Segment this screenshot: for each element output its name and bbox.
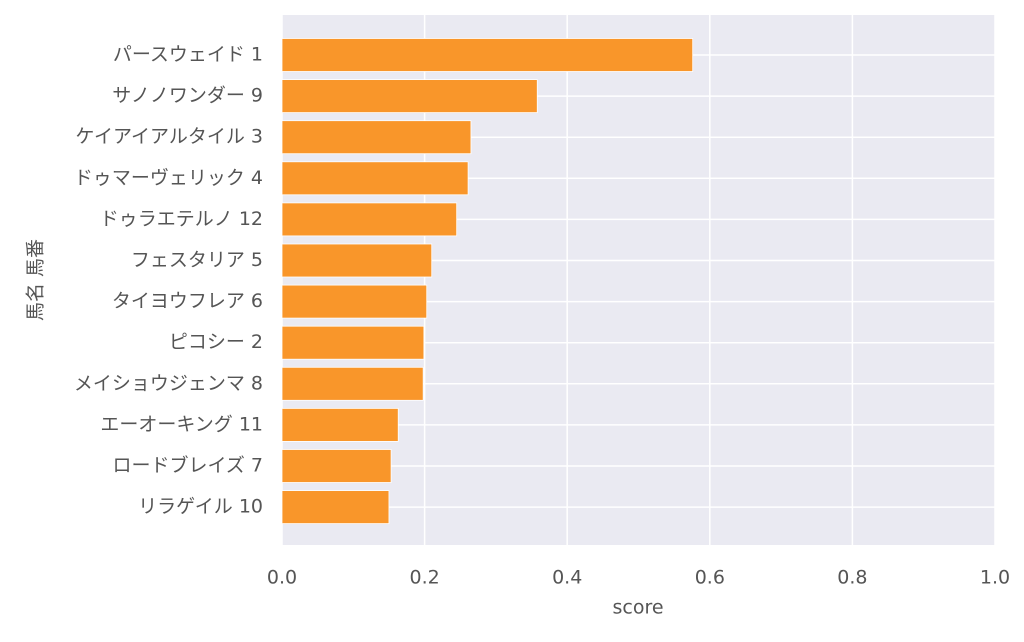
y-axis-label: 馬名 馬番 bbox=[25, 239, 47, 321]
bar bbox=[281, 449, 392, 483]
x-axis-label: score bbox=[612, 597, 663, 619]
y-tick-label: サノノワンダー 9 bbox=[112, 85, 263, 107]
y-tick-label: フェスタリア 5 bbox=[131, 249, 263, 271]
y-tick-label: ドゥラエテルノ 12 bbox=[100, 208, 263, 230]
y-tick-label: パースウェイド 1 bbox=[113, 44, 263, 66]
bar bbox=[281, 490, 390, 525]
bar bbox=[281, 325, 425, 360]
x-tick-label: 0.6 bbox=[695, 567, 725, 589]
bar bbox=[281, 38, 694, 72]
y-tick-label: ピコシー 2 bbox=[169, 331, 263, 353]
y-tick-label: リラゲイル 10 bbox=[138, 496, 263, 518]
bar bbox=[281, 161, 469, 196]
bar bbox=[281, 243, 433, 278]
bar bbox=[281, 79, 538, 113]
y-tick-label: エーオーキング 11 bbox=[100, 413, 263, 435]
y-tick-label: ドゥマーヴェリック 4 bbox=[74, 167, 263, 189]
x-tick-label: 1.0 bbox=[980, 567, 1010, 589]
bar bbox=[281, 120, 472, 155]
y-tick-label: タイヨウフレア 6 bbox=[112, 290, 263, 312]
x-tick-label: 0.0 bbox=[267, 567, 297, 589]
x-tick-label: 0.8 bbox=[837, 567, 867, 589]
bar bbox=[281, 202, 458, 237]
y-tick-label: ケイアイアルタイル 3 bbox=[75, 126, 263, 148]
x-tick-label: 0.4 bbox=[552, 567, 582, 589]
y-tick-label: ロードブレイズ 7 bbox=[112, 454, 263, 477]
x-tick-label: 0.2 bbox=[409, 567, 439, 589]
bar bbox=[281, 407, 399, 442]
y-tick-label: メイショウジェンマ 8 bbox=[74, 372, 263, 394]
bar bbox=[281, 366, 424, 401]
bar bbox=[281, 284, 428, 319]
